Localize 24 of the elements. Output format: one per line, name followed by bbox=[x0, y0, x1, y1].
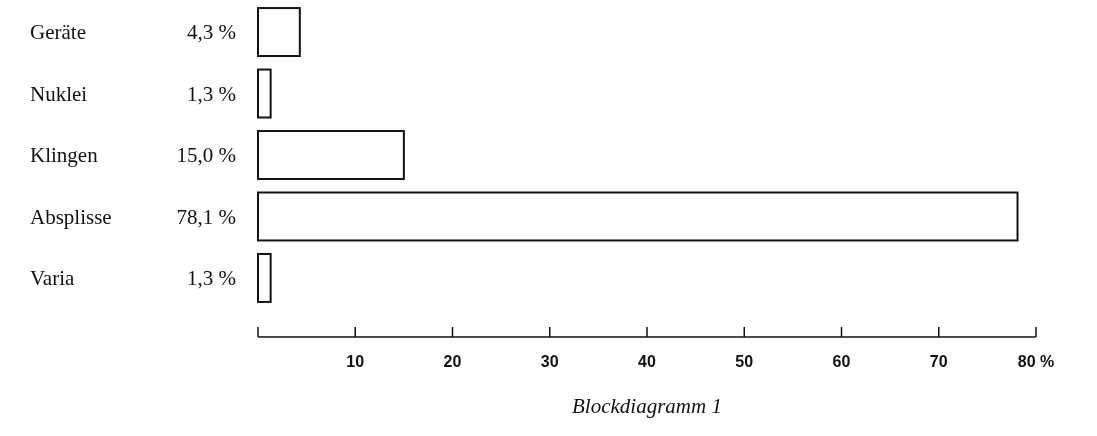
bar bbox=[257, 252, 272, 303]
bar bbox=[257, 68, 272, 119]
y-tick-label: Varia bbox=[30, 266, 75, 291]
x-tick-label: 80 % bbox=[1017, 353, 1055, 370]
data-label: 1,3 % bbox=[187, 266, 236, 291]
x-tick-label: 50 bbox=[735, 353, 754, 370]
y-tick-label: Klingen bbox=[30, 143, 99, 168]
y-tick-label: Absplisse bbox=[30, 204, 112, 229]
x-tick-label: 10 bbox=[346, 353, 365, 370]
text: Blockdiagramm 1 bbox=[572, 394, 722, 418]
data-label: 78,1 % bbox=[176, 204, 236, 229]
bar bbox=[257, 191, 1019, 242]
data-label: 1,3 % bbox=[187, 81, 236, 106]
y-tick-label: Nuklei bbox=[30, 81, 88, 106]
data-label: 15,0 % bbox=[176, 143, 236, 168]
x-tick-label: 60 bbox=[832, 353, 851, 370]
bar bbox=[257, 7, 301, 58]
y-tick-label: Geräte bbox=[30, 20, 86, 45]
x-tick-label: 70 bbox=[929, 353, 948, 370]
bar bbox=[257, 130, 405, 180]
x-tick-label: 20 bbox=[443, 353, 462, 370]
x-tick-label: 40 bbox=[638, 353, 656, 370]
data-label: 4,3 % bbox=[187, 20, 236, 45]
x-tick-label: 30 bbox=[540, 353, 559, 370]
